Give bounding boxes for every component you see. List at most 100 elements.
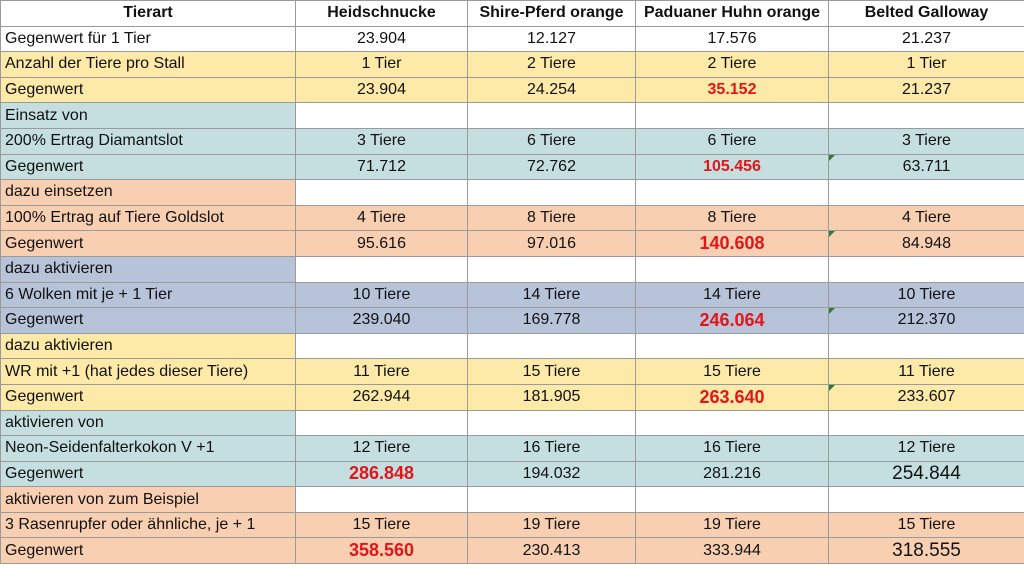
value-cell[interactable]: 6 Tiere [467,127,636,155]
value-cell[interactable]: 14 Tiere [467,281,636,309]
value-cell[interactable]: 23.904 [295,25,468,53]
value-cell[interactable]: 105.456 [635,153,829,181]
value-cell[interactable]: 16 Tiere [467,435,636,462]
value-cell[interactable]: 8 Tiere [467,204,636,232]
row-label-cell[interactable]: Einsatz von [0,102,296,129]
value-cell[interactable]: 72.762 [467,153,636,181]
row-label-cell[interactable]: 100% Ertrag auf Tiere Goldslot [0,204,296,232]
value-cell[interactable]: 71.712 [295,153,468,181]
value-cell[interactable]: 35.152 [635,76,829,104]
value-cell[interactable] [828,486,1024,513]
value-cell[interactable]: 8 Tiere [635,204,829,232]
value-cell[interactable] [828,255,1024,283]
value-cell[interactable] [635,102,829,129]
value-cell[interactable]: 3 Tiere [295,127,468,155]
value-cell[interactable]: 17.576 [635,25,829,53]
value-cell[interactable] [828,332,1024,360]
value-cell[interactable] [635,486,829,513]
value-cell[interactable] [635,179,829,206]
value-cell[interactable] [467,179,636,206]
value-cell[interactable] [635,332,829,360]
value-cell[interactable]: 15 Tiere [828,511,1024,539]
value-cell[interactable]: 3 Tiere [828,127,1024,155]
value-cell[interactable]: 6 Tiere [635,127,829,155]
row-label-cell[interactable]: dazu aktivieren [0,332,296,360]
value-cell[interactable]: 233.607 [828,383,1024,411]
value-cell[interactable]: 246.064 [635,307,829,334]
row-label-cell[interactable]: aktivieren von [0,409,296,437]
value-cell[interactable]: 95.616 [295,230,468,257]
value-cell[interactable] [295,409,468,437]
value-cell[interactable] [467,102,636,129]
value-cell[interactable] [467,332,636,360]
value-cell[interactable]: 262.944 [295,383,468,411]
row-label-cell[interactable]: WR mit +1 (hat jedes dieser Tiere) [0,358,296,385]
value-cell[interactable]: 1 Tier [295,51,468,78]
value-cell[interactable]: 24.254 [467,76,636,104]
value-cell[interactable]: 12 Tiere [295,435,468,462]
row-label-cell[interactable]: Gegenwert [0,537,296,565]
row-label-cell[interactable]: Gegenwert [0,76,296,104]
value-cell[interactable]: 2 Tiere [467,51,636,78]
row-label-cell[interactable]: Gegenwert [0,307,296,334]
value-cell[interactable] [467,255,636,283]
value-cell[interactable]: 1 Tier [828,51,1024,78]
value-cell[interactable]: 2 Tiere [635,51,829,78]
value-cell[interactable]: 11 Tiere [295,358,468,385]
row-label-cell[interactable]: Gegenwert [0,230,296,257]
value-cell[interactable] [295,179,468,206]
row-label-cell[interactable]: dazu einsetzen [0,179,296,206]
value-cell[interactable]: 230.413 [467,537,636,565]
value-cell[interactable]: 15 Tiere [295,511,468,539]
value-cell[interactable]: 239.040 [295,307,468,334]
value-cell[interactable] [828,179,1024,206]
value-cell[interactable]: 21.237 [828,76,1024,104]
value-cell[interactable]: 15 Tiere [635,358,829,385]
value-cell[interactable] [828,409,1024,437]
row-label-cell[interactable]: 6 Wolken mit je + 1 Tier [0,281,296,309]
row-label-cell[interactable]: dazu aktivieren [0,255,296,283]
value-cell[interactable]: 181.905 [467,383,636,411]
value-cell[interactable] [467,409,636,437]
header-cell[interactable]: Heidschnucke [295,0,468,27]
header-cell[interactable]: Belted Galloway [828,0,1024,27]
row-label-cell[interactable]: Anzahl der Tiere pro Stall [0,51,296,78]
value-cell[interactable]: 281.216 [635,460,829,488]
value-cell[interactable]: 11 Tiere [828,358,1024,385]
header-cell[interactable]: Shire-Pferd orange [467,0,636,27]
value-cell[interactable]: 286.848 [295,460,468,488]
value-cell[interactable]: 4 Tiere [828,204,1024,232]
value-cell[interactable]: 23.904 [295,76,468,104]
value-cell[interactable]: 194.032 [467,460,636,488]
value-cell[interactable]: 19 Tiere [635,511,829,539]
value-cell[interactable]: 333.944 [635,537,829,565]
value-cell[interactable]: 84.948 [828,230,1024,257]
row-label-cell[interactable]: Gegenwert für 1 Tier [0,25,296,53]
value-cell[interactable] [635,255,829,283]
value-cell[interactable]: 21.237 [828,25,1024,53]
value-cell[interactable] [295,102,468,129]
row-label-cell[interactable]: Gegenwert [0,460,296,488]
header-cell[interactable]: Tierart [0,0,296,27]
value-cell[interactable]: 318.555 [828,537,1024,565]
row-label-cell[interactable]: Gegenwert [0,153,296,181]
value-cell[interactable]: 263.640 [635,383,829,411]
value-cell[interactable]: 10 Tiere [828,281,1024,309]
value-cell[interactable]: 254.844 [828,460,1024,488]
value-cell[interactable] [828,102,1024,129]
row-label-cell[interactable]: 3 Rasenrupfer oder ähnliche, je + 1 [0,511,296,539]
value-cell[interactable]: 15 Tiere [467,358,636,385]
value-cell[interactable]: 10 Tiere [295,281,468,309]
value-cell[interactable]: 19 Tiere [467,511,636,539]
value-cell[interactable] [635,409,829,437]
value-cell[interactable]: 212.370 [828,307,1024,334]
value-cell[interactable] [467,486,636,513]
row-label-cell[interactable]: Gegenwert [0,383,296,411]
value-cell[interactable]: 169.778 [467,307,636,334]
value-cell[interactable]: 16 Tiere [635,435,829,462]
value-cell[interactable]: 14 Tiere [635,281,829,309]
row-label-cell[interactable]: Neon-Seidenfalterkokon V +1 [0,435,296,462]
value-cell[interactable]: 358.560 [295,537,468,565]
value-cell[interactable]: 140.608 [635,230,829,257]
value-cell[interactable]: 12.127 [467,25,636,53]
